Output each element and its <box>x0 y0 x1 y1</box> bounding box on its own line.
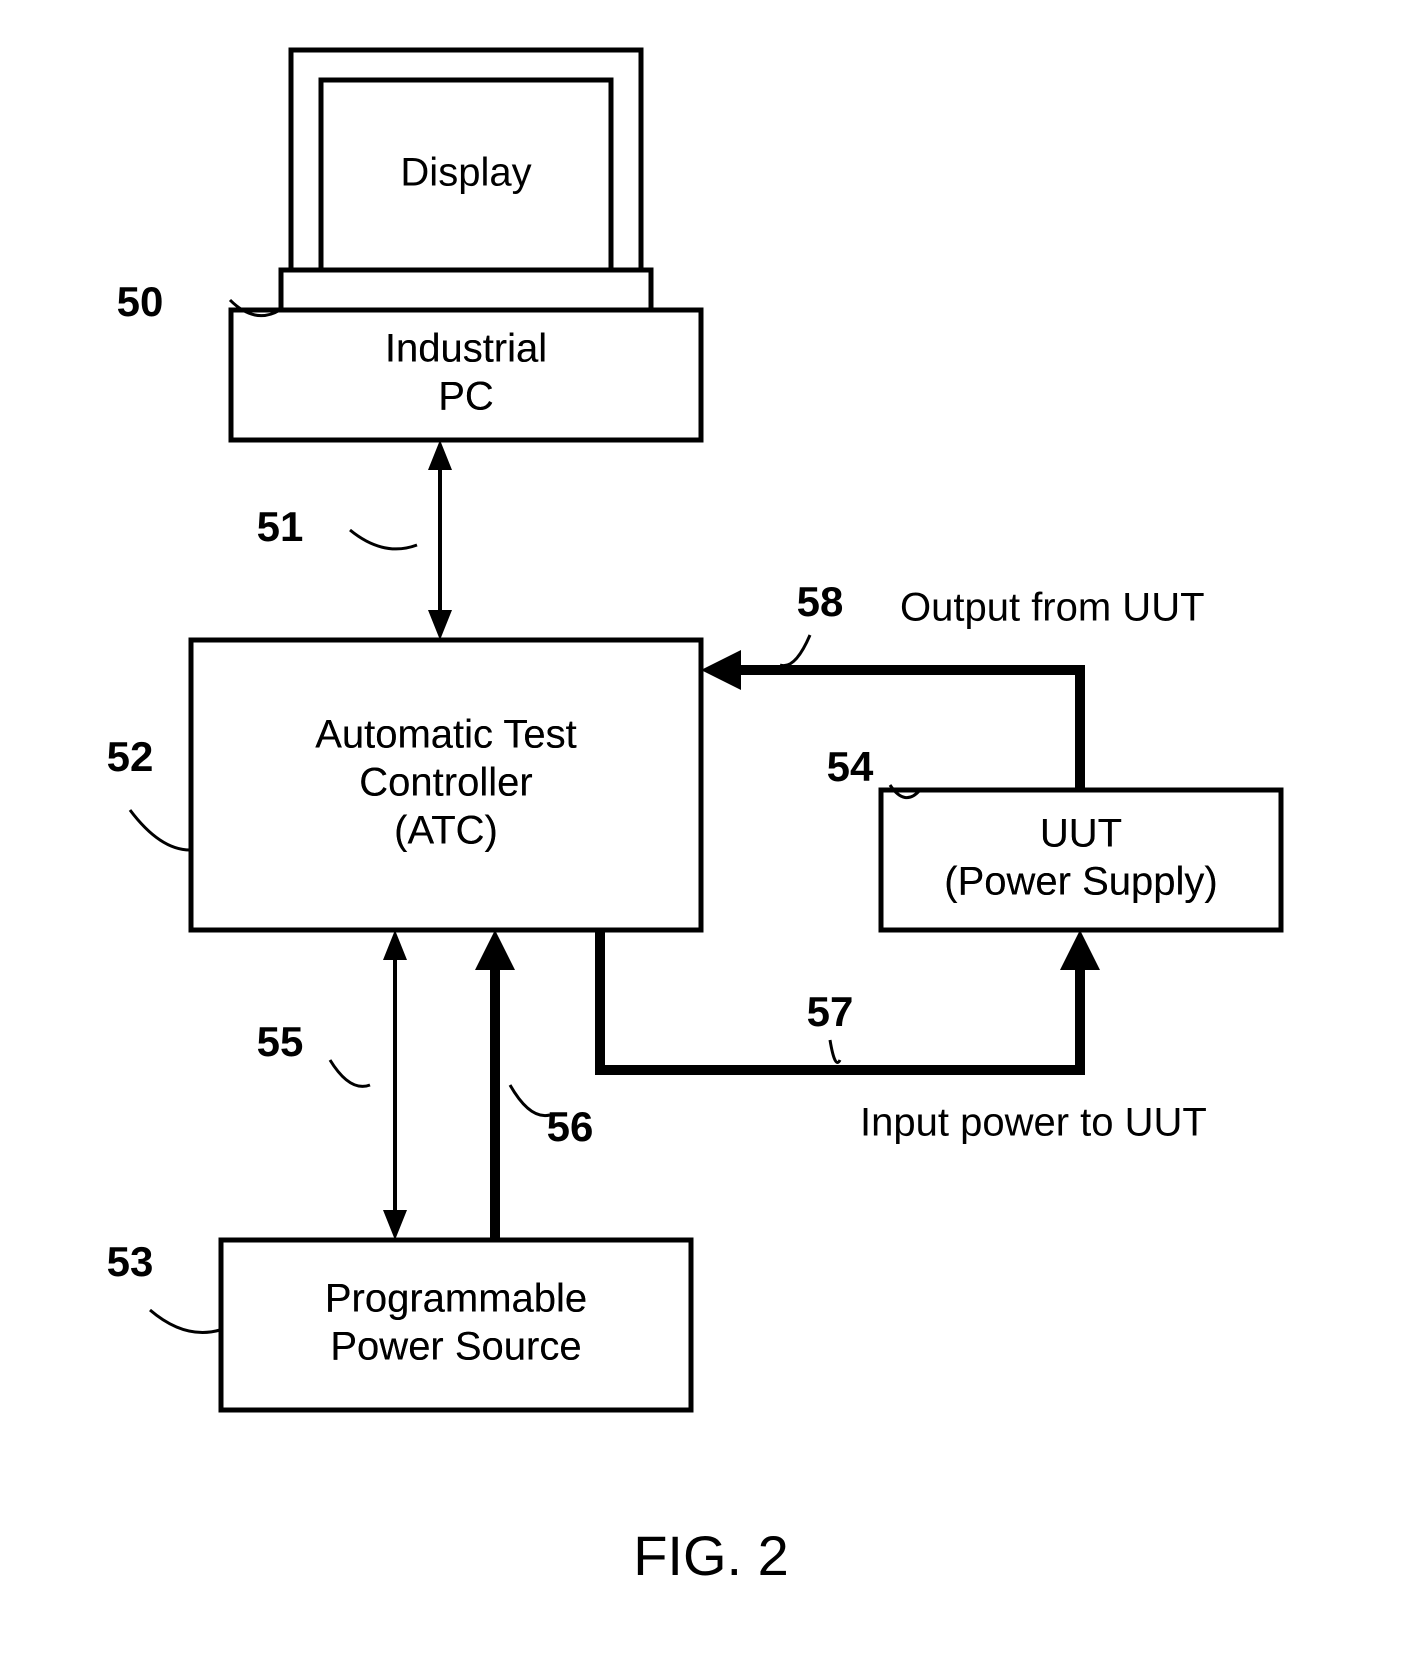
edge-55-arrowhead <box>383 1210 407 1240</box>
svg-text:Power Source: Power Source <box>330 1325 581 1369</box>
svg-text:53: 53 <box>107 1238 154 1285</box>
svg-text:55: 55 <box>257 1018 304 1065</box>
svg-text:UUT: UUT <box>1040 812 1122 856</box>
svg-text:52: 52 <box>107 733 154 780</box>
svg-text:50: 50 <box>117 278 164 325</box>
svg-text:Programmable: Programmable <box>325 1277 587 1321</box>
edge-51-arrowhead <box>428 440 452 470</box>
edge-58 <box>725 670 1080 790</box>
edge-58-arrowhead <box>701 650 741 690</box>
ref-56: 56 <box>510 1085 593 1150</box>
edge-58-label: Output from UUT <box>900 586 1205 630</box>
svg-text:Automatic Test: Automatic Test <box>315 713 577 757</box>
svg-text:PC: PC <box>438 375 494 419</box>
svg-text:51: 51 <box>257 503 304 550</box>
svg-text:57: 57 <box>807 988 854 1035</box>
svg-text:Industrial: Industrial <box>385 327 547 371</box>
ref-55: 55 <box>257 1018 370 1086</box>
svg-text:54: 54 <box>827 743 874 790</box>
figure-caption: FIG. 2 <box>633 1524 789 1587</box>
ref-57: 57 <box>807 988 854 1062</box>
svg-text:Controller: Controller <box>359 761 532 805</box>
svg-text:Display: Display <box>400 151 531 195</box>
ref-52: 52 <box>107 733 190 850</box>
svg-text:(Power Supply): (Power Supply) <box>944 860 1217 904</box>
edge-51-arrowhead <box>428 610 452 640</box>
node-display-monitor: Display <box>281 50 651 310</box>
edge-56-arrowhead <box>475 930 515 970</box>
ref-58: 58 <box>780 578 843 666</box>
edge-57-arrowhead <box>1060 930 1100 970</box>
edge-55-arrowhead <box>383 930 407 960</box>
edge-57-label: Input power to UUT <box>860 1101 1207 1145</box>
svg-text:56: 56 <box>547 1103 594 1150</box>
ref-53: 53 <box>107 1238 220 1332</box>
svg-text:(ATC): (ATC) <box>394 809 498 853</box>
ref-51: 51 <box>257 503 417 550</box>
svg-text:58: 58 <box>797 578 844 625</box>
